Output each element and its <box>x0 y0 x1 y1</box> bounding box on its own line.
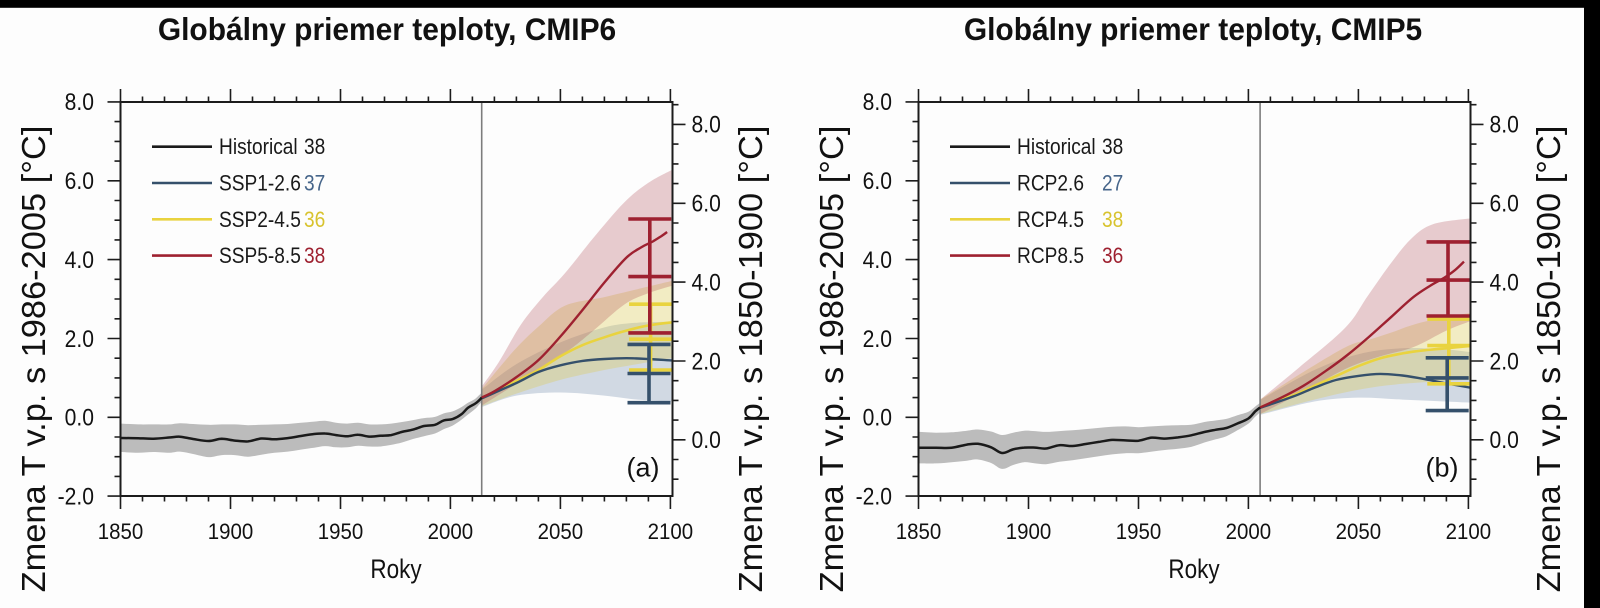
svg-text:2.0: 2.0 <box>65 326 94 353</box>
svg-text:Globálny priemer teploty, CMIP: Globálny priemer teploty, CMIP5 <box>964 11 1422 47</box>
svg-text:-2.0: -2.0 <box>856 483 892 510</box>
svg-text:38: 38 <box>1102 208 1123 233</box>
svg-text:SSP1-2.6: SSP1-2.6 <box>219 171 301 196</box>
svg-text:1850: 1850 <box>896 519 942 544</box>
svg-text:1900: 1900 <box>208 519 254 544</box>
svg-text:6.0: 6.0 <box>1490 190 1519 217</box>
svg-text:8.0: 8.0 <box>65 89 94 116</box>
svg-text:Zmena T v.p. s 1986-2005 [°C]: Zmena T v.p. s 1986-2005 [°C] <box>813 126 850 593</box>
svg-text:2.0: 2.0 <box>692 348 721 375</box>
svg-text:Roky: Roky <box>1168 555 1220 584</box>
svg-text:4.0: 4.0 <box>1490 269 1519 296</box>
svg-text:36: 36 <box>1102 244 1123 269</box>
svg-text:Globálny priemer teploty, CMIP: Globálny priemer teploty, CMIP6 <box>158 11 616 47</box>
svg-text:4.0: 4.0 <box>65 247 94 274</box>
svg-text:2000: 2000 <box>428 519 474 544</box>
svg-text:2100: 2100 <box>1446 519 1492 544</box>
svg-text:SSP5-8.5: SSP5-8.5 <box>219 244 301 269</box>
svg-text:36: 36 <box>304 208 325 233</box>
svg-text:2050: 2050 <box>1336 519 1382 544</box>
svg-text:2.0: 2.0 <box>1490 348 1519 375</box>
svg-text:8.0: 8.0 <box>1490 111 1519 138</box>
svg-text:RCP4.5: RCP4.5 <box>1017 208 1084 233</box>
svg-text:1850: 1850 <box>98 519 144 544</box>
svg-text:2100: 2100 <box>648 519 694 544</box>
svg-text:RCP2.6: RCP2.6 <box>1017 171 1084 196</box>
svg-text:0.0: 0.0 <box>863 404 892 431</box>
svg-text:Roky: Roky <box>370 555 422 584</box>
svg-text:6.0: 6.0 <box>863 168 892 195</box>
svg-text:1950: 1950 <box>318 519 364 544</box>
svg-text:38: 38 <box>304 135 325 160</box>
svg-text:1950: 1950 <box>1116 519 1162 544</box>
svg-text:0.0: 0.0 <box>692 427 721 454</box>
svg-text:2050: 2050 <box>538 519 584 544</box>
svg-text:2.0: 2.0 <box>863 326 892 353</box>
svg-text:37: 37 <box>304 171 325 196</box>
svg-text:1900: 1900 <box>1006 519 1052 544</box>
svg-text:0.0: 0.0 <box>1490 427 1519 454</box>
svg-text:Zmena T v.p. s 1850-1900 [°C]: Zmena T v.p. s 1850-1900 [°C] <box>1530 126 1567 593</box>
svg-text:6.0: 6.0 <box>692 190 721 217</box>
svg-text:6.0: 6.0 <box>65 168 94 195</box>
svg-text:Zmena T v.p. s 1850-1900 [°C]: Zmena T v.p. s 1850-1900 [°C] <box>732 126 769 593</box>
svg-text:0.0: 0.0 <box>65 404 94 431</box>
svg-text:4.0: 4.0 <box>863 247 892 274</box>
svg-text:38: 38 <box>304 244 325 269</box>
svg-text:8.0: 8.0 <box>692 111 721 138</box>
svg-text:SSP2-4.5: SSP2-4.5 <box>219 208 301 233</box>
svg-text:RCP8.5: RCP8.5 <box>1017 244 1084 269</box>
svg-text:Historical: Historical <box>219 135 298 160</box>
svg-text:-2.0: -2.0 <box>58 483 94 510</box>
svg-text:2000: 2000 <box>1226 519 1272 544</box>
svg-text:(a): (a) <box>627 453 660 483</box>
svg-text:38: 38 <box>1102 135 1123 160</box>
svg-text:8.0: 8.0 <box>863 89 892 116</box>
svg-text:Zmena T v.p. s 1986-2005 [°C]: Zmena T v.p. s 1986-2005 [°C] <box>15 126 52 593</box>
svg-text:4.0: 4.0 <box>692 269 721 296</box>
svg-text:27: 27 <box>1102 171 1123 196</box>
svg-text:Historical: Historical <box>1017 135 1096 160</box>
svg-text:(b): (b) <box>1426 453 1459 483</box>
